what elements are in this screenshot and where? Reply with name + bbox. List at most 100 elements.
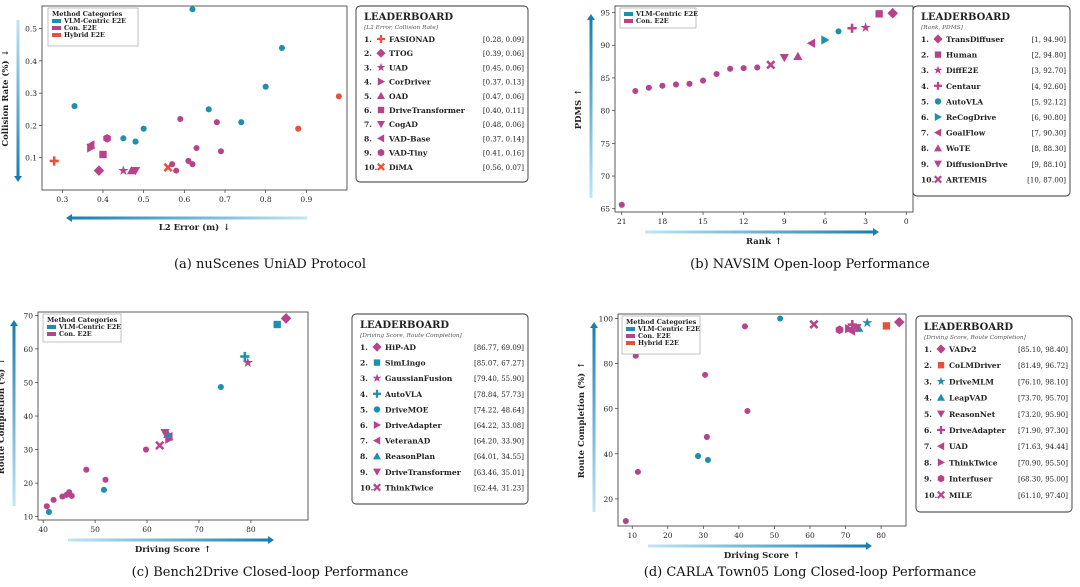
x-axis-direction: ↑ xyxy=(204,545,211,555)
leaderboard-name: DriveTransformer xyxy=(389,106,466,115)
x-tick-label: 60 xyxy=(142,525,152,534)
leaderboard-marker-tri-down xyxy=(937,410,945,418)
leaderboard-title: LEADERBOARD xyxy=(924,322,1013,333)
y-axis-direction: ↓ xyxy=(1,49,11,56)
leaderboard-marker-tri-left xyxy=(934,128,942,137)
data-point-circle xyxy=(217,383,224,391)
y-tick-label: 60 xyxy=(603,405,613,414)
leaderboard-value: [0.48, 0.06] xyxy=(483,121,524,129)
leaderboard-rank: 7. xyxy=(360,437,368,446)
data-point-star xyxy=(118,165,129,175)
leaderboard-marker-square xyxy=(373,359,381,366)
figure-caption: (b) NAVSIM Open-loop Performance xyxy=(690,257,930,272)
x-axis-direction: ↓ xyxy=(223,223,230,233)
leaderboard-rank: 7. xyxy=(364,120,372,129)
leaderboard-rank: 2. xyxy=(921,51,929,60)
leaderboard-rank: 5. xyxy=(924,410,932,419)
panel-nuscenes: 0.3 0.4 0.5 0.6 0.7 0.8 0.9 0.1 0.2 0.3 0.4 0.5 Meth… xyxy=(0,0,540,293)
leaderboard-box xyxy=(351,313,529,505)
legend-label: Hybrid E2E xyxy=(64,31,105,39)
leaderboard-value: [1, 94.90] xyxy=(1032,36,1067,44)
leaderboard-name: DiffE2E xyxy=(946,66,979,75)
leaderboard-name: WoTE xyxy=(945,144,971,153)
data-point-circle xyxy=(702,371,709,378)
figure-caption: (a) nuScenes UniAD Protocol xyxy=(174,257,366,272)
x-tick-label: 0.5 xyxy=(138,195,150,204)
legend-label: Con. E2E xyxy=(638,332,671,340)
data-point-circle xyxy=(618,201,625,208)
data-point-circle xyxy=(686,80,693,87)
y-axis-arrow xyxy=(16,20,20,176)
leaderboard-value: [0.41, 0.16] xyxy=(483,150,524,158)
x-tick-label: 0 xyxy=(904,217,909,226)
leaderboard-value: [71.63, 94.44] xyxy=(1018,443,1068,451)
leaderboard-value: [4, 92.60] xyxy=(1032,83,1067,91)
leaderboard-marker-star xyxy=(372,373,382,382)
data-point-circle xyxy=(217,148,224,155)
leaderboard-value: [3, 92.70] xyxy=(1032,67,1067,75)
y-axis-arrowhead xyxy=(14,176,22,182)
data-point-circle xyxy=(185,157,192,164)
x-tick-label: 30 xyxy=(699,531,709,540)
leaderboard-value: [64.22, 33.08] xyxy=(474,422,524,430)
leaderboard-name: Centaur xyxy=(946,82,981,91)
data-point-circle xyxy=(634,468,641,475)
data-point-circle xyxy=(278,44,285,52)
data-point-tri-up xyxy=(126,166,137,175)
leaderboard-value: [81.49, 96.72] xyxy=(1018,362,1068,370)
leaderboard-name: ThinkTwice xyxy=(949,458,998,467)
data-point-circle xyxy=(189,161,196,168)
leaderboard-value: [64.20, 33.90] xyxy=(474,438,524,446)
y-tick-label: 90 xyxy=(600,41,610,50)
leaderboard-name: FASIONAD xyxy=(389,35,435,44)
data-point-circle xyxy=(744,407,751,415)
y-axis-label: Route Completion (%) ↑ xyxy=(0,358,7,474)
leaderboard-rank: 4. xyxy=(360,390,368,399)
data-point-circle xyxy=(700,77,707,84)
leaderboard-name: SimLingo xyxy=(385,359,426,368)
leaderboard-title: LEADERBOARD xyxy=(364,12,453,23)
tick-labels: 10 20 30 40 50 60 70 80 20 40 60 80 100 xyxy=(599,315,886,540)
leaderboard-name: AutoVLA xyxy=(384,390,422,399)
leaderboard-rank: 1. xyxy=(360,343,368,352)
leaderboard-name: CoLMDriver xyxy=(949,361,1002,370)
leaderboard-rank: 3. xyxy=(924,377,932,386)
y-tick-label: 75 xyxy=(600,139,610,148)
leaderboard-name: ARTEMIS xyxy=(945,175,987,184)
leaderboard-rank: 9. xyxy=(360,468,368,477)
legend-label: Con. E2E xyxy=(636,17,669,25)
legend-box xyxy=(47,7,139,47)
data-point-circle xyxy=(83,466,90,473)
y-tick-label: 20 xyxy=(23,479,33,488)
x-tick-label: 40 xyxy=(38,525,48,534)
leaderboard-box xyxy=(355,5,529,183)
x-tick-label: 0.8 xyxy=(260,195,272,204)
leaderboard-name: ReasonNet xyxy=(949,410,996,419)
leaderboard-marker-x xyxy=(934,175,942,184)
y-axis-label: PDMS ↑ xyxy=(574,89,584,129)
data-point-tri-right xyxy=(821,35,830,45)
leaderboard-marker-tri-down xyxy=(934,160,942,168)
y-axis-label-text: Route Completion (%) xyxy=(0,369,7,474)
data-point-circle xyxy=(622,517,629,525)
leaderboard-value: [0.47, 0.06] xyxy=(483,93,524,101)
leaderboard-rank: 8. xyxy=(921,144,929,153)
x-tick-label: 21 xyxy=(617,217,627,226)
leaderboard-marker-circle xyxy=(373,406,381,413)
data-point-tri-down xyxy=(160,429,170,438)
x-axis-label-text: L2 Error (m) xyxy=(159,222,219,233)
data-point-tri-down xyxy=(130,166,141,176)
data-point-circle xyxy=(213,119,220,126)
y-tick-label: 0.3 xyxy=(25,89,37,98)
y-tick-label: 0.2 xyxy=(25,121,37,130)
x-tick-label: 0.6 xyxy=(178,195,190,204)
leaderboard-marker-star xyxy=(933,65,943,74)
x-axis-label: L2 Error (m) ↓ xyxy=(159,222,231,233)
data-point-hexagon xyxy=(835,325,844,335)
data-point-circle xyxy=(295,125,302,132)
leaderboard-value: [5, 92.12] xyxy=(1032,98,1067,106)
x-tick-label: 3 xyxy=(863,217,868,226)
y-tick-label: 0.1 xyxy=(25,154,37,163)
data-point-circle xyxy=(754,64,761,71)
data-point-square xyxy=(99,150,107,159)
